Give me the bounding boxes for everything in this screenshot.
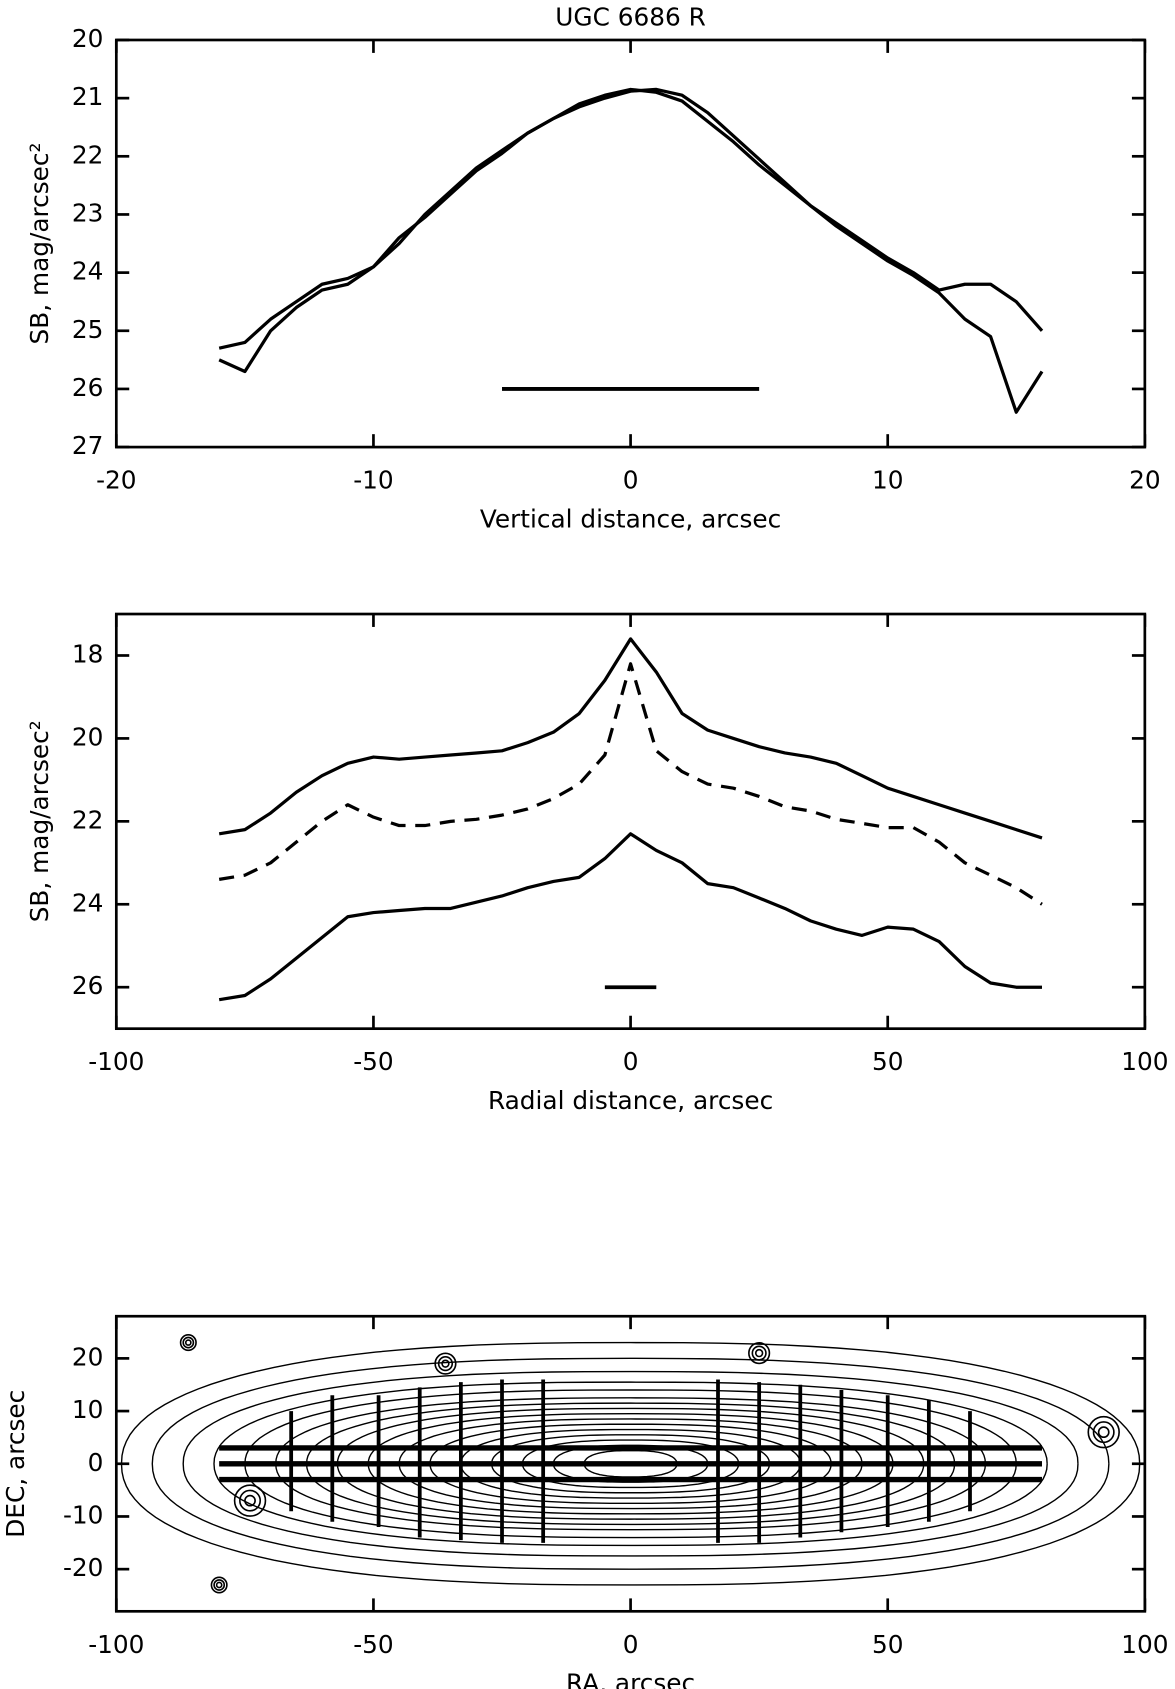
- x-tick-label: -50: [353, 1047, 393, 1076]
- star-contour: [233, 1484, 267, 1517]
- y-tick-label: 24: [72, 257, 104, 286]
- x-axis-label: RA, arcsec: [566, 1669, 695, 1689]
- y-tick-label: 25: [72, 315, 104, 344]
- profile-line: [218, 637, 1043, 840]
- x-tick-label: 50: [872, 1630, 904, 1659]
- star-contour: [244, 1494, 256, 1507]
- x-tick-label: 20: [1129, 466, 1161, 495]
- x-tick-label: -50: [353, 1630, 393, 1659]
- star-contour: [1092, 1421, 1115, 1444]
- y-tick-label: -20: [63, 1553, 103, 1582]
- star-contour: [210, 1576, 228, 1594]
- star-contour: [182, 1336, 195, 1349]
- y-tick-label: 20: [72, 722, 104, 751]
- plot-frame: [114, 38, 1147, 449]
- x-tick-label: 10: [872, 466, 904, 495]
- profile-line: [218, 832, 1042, 1002]
- y-tick-label: 27: [72, 431, 104, 460]
- star-contour: [754, 1348, 764, 1358]
- y-tick-label: 10: [72, 1395, 104, 1424]
- x-axis-label: Vertical distance, arcsec: [480, 504, 781, 533]
- star-contour: [215, 1581, 223, 1589]
- x-tick-label: -100: [88, 1630, 144, 1659]
- x-tick-label: -10: [353, 466, 393, 495]
- star-contour: [434, 1352, 457, 1375]
- x-tick-label: -100: [88, 1047, 144, 1076]
- x-tick-label: 0: [623, 1630, 639, 1659]
- star-contour: [239, 1489, 262, 1512]
- y-tick-label: 22: [72, 805, 104, 834]
- x-axis-label: Radial distance, arcsec: [488, 1086, 773, 1115]
- y-tick-label: 26: [72, 971, 104, 1000]
- x-tick-label: 0: [623, 466, 639, 495]
- profile-line: [218, 87, 1044, 414]
- y-tick-label: 18: [72, 639, 104, 668]
- y-tick-label: 20: [72, 24, 104, 53]
- y-tick-label: 23: [72, 198, 104, 227]
- isophote-contour: [151, 1357, 1110, 1570]
- star-contour: [1087, 1415, 1120, 1449]
- profile-line: [218, 662, 1043, 906]
- y-tick-label: 21: [72, 82, 104, 111]
- x-tick-label: -20: [96, 466, 136, 495]
- x-tick-label: 0: [623, 1047, 639, 1076]
- x-tick-label: 100: [1121, 1630, 1168, 1659]
- isophote-contour: [182, 1370, 1079, 1557]
- profile-line: [218, 87, 1044, 374]
- star-contour: [1097, 1426, 1110, 1439]
- y-axis-label: SB, mag/arcsec²: [25, 720, 54, 922]
- y-axis-label: DEC, arcsec: [1, 1390, 30, 1538]
- star-contour: [437, 1356, 454, 1372]
- isophote-contour: [213, 1381, 1048, 1547]
- y-tick-label: 0: [88, 1448, 104, 1477]
- chart-title: UGC 6686 R: [555, 2, 706, 31]
- star-contour: [184, 1339, 192, 1346]
- star-contour: [751, 1345, 767, 1361]
- star-contour: [213, 1579, 226, 1591]
- star-contour: [179, 1334, 197, 1352]
- y-tick-label: 26: [72, 373, 104, 402]
- x-tick-label: 50: [872, 1047, 904, 1076]
- y-axis-label: SB, mag/arcsec²: [25, 143, 54, 345]
- y-tick-label: 22: [72, 140, 104, 169]
- y-tick-label: -10: [63, 1500, 103, 1529]
- star-contour: [441, 1359, 450, 1368]
- y-tick-label: 24: [72, 888, 104, 917]
- x-tick-label: 100: [1121, 1047, 1168, 1076]
- y-tick-label: 20: [72, 1342, 104, 1371]
- star-contour: [748, 1342, 771, 1365]
